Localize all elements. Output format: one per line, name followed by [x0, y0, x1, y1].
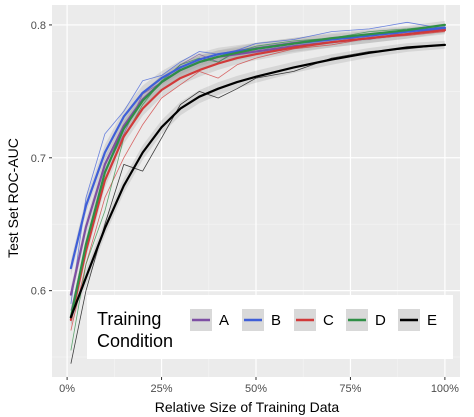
y-axis-title: Test Set ROC-AUC — [5, 138, 21, 258]
smoothed-series-lines — [69, 23, 446, 321]
legend-label-A: A — [219, 312, 229, 329]
smooth-line-C — [69, 29, 446, 321]
smooth-line-E — [69, 43, 446, 319]
y-tick-label: 0.6 — [31, 286, 46, 298]
legend-entries: A B C D E — [190, 309, 437, 331]
x-axis-title: Relative Size of Training Data — [155, 399, 340, 415]
x-tick-label: 100% — [431, 383, 459, 395]
legend-label-C: C — [323, 312, 334, 329]
legend-label-D: D — [375, 312, 386, 329]
legend-label-E: E — [427, 312, 437, 329]
x-axis-ticks: 0% 25% 50% 75% 100% — [59, 377, 459, 395]
legend-title-line-2: Condition — [97, 331, 173, 351]
x-tick-label: 25% — [151, 383, 173, 395]
smooth-line-D — [69, 23, 446, 319]
legend-box — [87, 295, 453, 359]
smooth-line-B — [69, 26, 446, 270]
x-tick-label: 50% — [245, 383, 267, 395]
legend-label-B: B — [271, 312, 281, 329]
y-tick-label: 0.7 — [31, 153, 46, 165]
raw-line-E — [70, 44, 445, 364]
x-tick-label: 75% — [339, 383, 361, 395]
raw-line-B — [70, 21, 445, 304]
raw-line-C — [70, 31, 445, 331]
y-tick-label: 0.8 — [31, 20, 46, 32]
x-tick-label: 0% — [59, 383, 75, 395]
legend-title-line-1: Training — [97, 309, 161, 329]
y-axis-ticks: 0.6 0.7 0.8 — [31, 20, 52, 298]
legend: Training Condition A B C D E — [87, 295, 453, 359]
